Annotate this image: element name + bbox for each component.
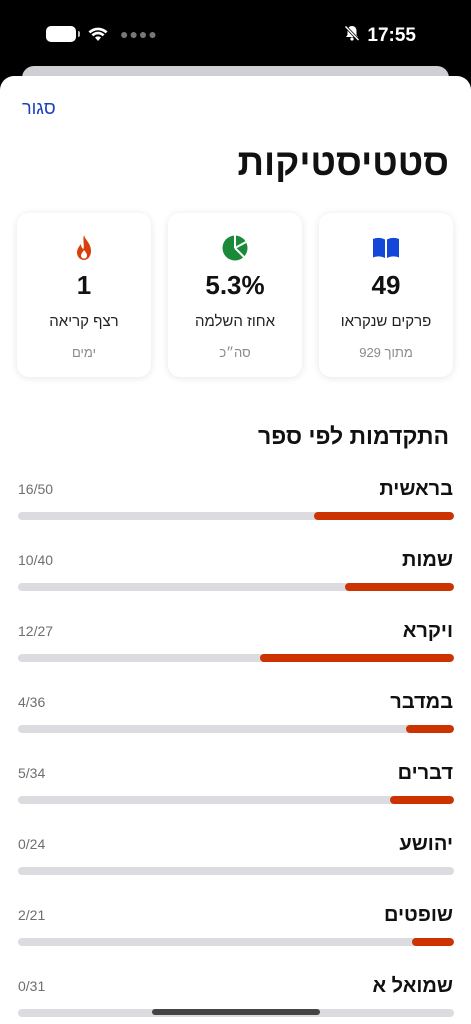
- flame-icon: [69, 233, 99, 263]
- completion-sub: סה״כ: [219, 345, 251, 360]
- book-chapter-count: 4/36: [18, 694, 46, 710]
- book-name: שמואל א: [372, 975, 453, 997]
- stat-card-completion: 5.3% אחוז השלמה סה״כ: [168, 213, 302, 377]
- book-progress-row: שמואל א 0/31: [0, 973, 471, 1024]
- status-bar: ●●●● 17:55: [0, 0, 471, 68]
- progress-bar-track: [18, 654, 454, 662]
- page-title: סטטיסטיקות: [237, 142, 449, 183]
- stat-card-streak: 1 רצף קריאה ימים: [17, 213, 151, 377]
- chapters-read-value: 49: [371, 270, 401, 300]
- book-name: יהושע: [399, 833, 453, 855]
- book-progress-row: יהושע 0/24: [0, 831, 471, 902]
- statistics-sheet: סגור סטטיסטיקות 49 פרקים שנקראו מתוך 929…: [0, 76, 471, 1024]
- bell-slash-icon: [343, 24, 361, 47]
- home-indicator[interactable]: [152, 1009, 320, 1015]
- progress-bar-track: [18, 725, 454, 733]
- book-icon: [371, 233, 401, 263]
- book-progress-row: דברים 5/34: [0, 760, 471, 831]
- progress-bar-fill: [314, 512, 454, 520]
- book-progress-row: ויקרא 12/27: [0, 618, 471, 689]
- stat-card-chapters-read: 49 פרקים שנקראו מתוך 929: [319, 213, 453, 377]
- progress-bar-track: [18, 867, 454, 875]
- clock-time: 17:55: [367, 24, 416, 46]
- streak-value: 1: [76, 270, 92, 300]
- section-title-progress: התקדמות לפי ספר: [258, 423, 449, 449]
- book-progress-row: שופטים 2/21: [0, 902, 471, 973]
- book-chapter-count: 0/24: [18, 836, 46, 852]
- completion-value: 5.3%: [205, 270, 265, 300]
- book-chapter-count: 16/50: [18, 481, 54, 497]
- book-progress-row: בראשית 16/50: [0, 476, 471, 547]
- pie-chart-icon: [220, 233, 250, 263]
- book-chapter-count: 10/40: [18, 552, 54, 568]
- book-progress-row: שמות 10/40: [0, 547, 471, 618]
- book-name: שופטים: [384, 904, 453, 926]
- book-progress-row: במדבר 4/36: [0, 689, 471, 760]
- book-name: דברים: [397, 762, 453, 784]
- book-chapter-count: 12/27: [18, 623, 54, 639]
- book-chapter-count: 5/34: [18, 765, 46, 781]
- chapters-total-sub: מתוך 929: [359, 345, 413, 360]
- close-button[interactable]: סגור: [22, 98, 56, 118]
- progress-bar-fill: [405, 725, 454, 733]
- progress-bar-fill: [389, 796, 454, 804]
- progress-bar-fill: [345, 583, 454, 591]
- progress-bar-fill: [412, 938, 454, 946]
- book-name: במדבר: [390, 691, 453, 713]
- book-name: שמות: [401, 549, 453, 571]
- progress-bar-track: [18, 512, 454, 520]
- book-progress-list: בראשית 16/50 שמות 10/40 ויקרא 12/27 במדבר 4/36 ד…: [0, 476, 471, 1024]
- battery-icon: [46, 26, 80, 42]
- book-chapter-count: 0/31: [18, 978, 46, 994]
- chapters-read-label: פרקים שנקראו: [340, 313, 432, 330]
- status-bar-right: 17:55: [343, 24, 416, 47]
- progress-bar-track: [18, 796, 454, 804]
- book-name: ויקרא: [402, 620, 453, 642]
- signal-dots-icon: ●●●●: [120, 26, 158, 42]
- completion-label: אחוז השלמה: [194, 313, 276, 330]
- streak-label: רצף קריאה: [49, 313, 119, 330]
- book-chapter-count: 2/21: [18, 907, 46, 923]
- wifi-icon: [88, 27, 108, 42]
- status-bar-left: ●●●●: [46, 26, 158, 42]
- book-name: בראשית: [379, 478, 453, 500]
- progress-bar-track: [18, 938, 454, 946]
- progress-bar-track: [18, 583, 454, 591]
- progress-bar-fill: [260, 654, 454, 662]
- streak-sub: ימים: [72, 345, 96, 360]
